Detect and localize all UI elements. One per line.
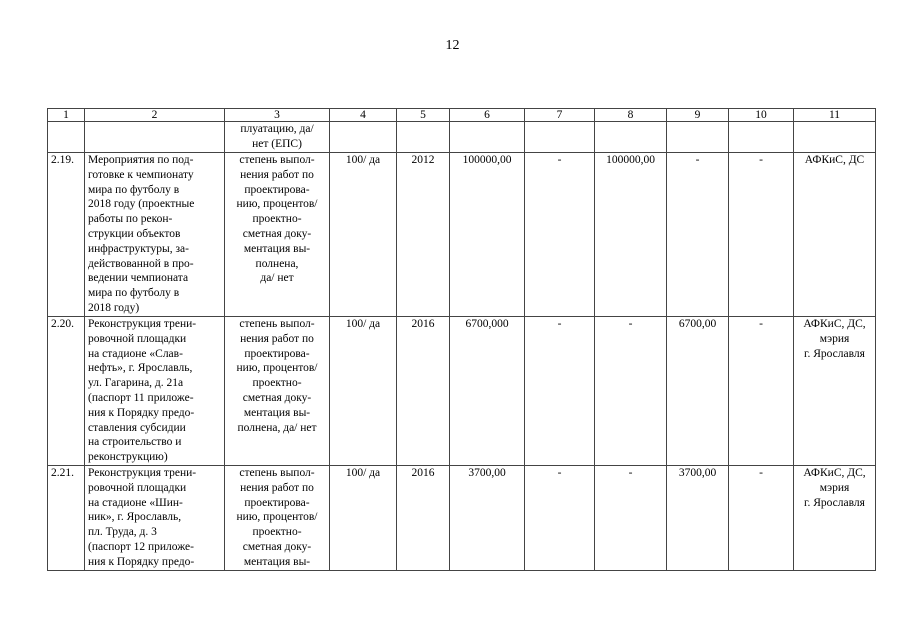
column-header: 4 <box>329 108 397 122</box>
program-table: 1 2 3 4 5 6 7 8 9 10 11 плуатацию, да/ нет (ЕПС) 2.1… <box>47 108 876 571</box>
table-cell <box>594 121 667 153</box>
table-row: 2.19. Мероприятия по под- готовке к чемпи… <box>47 152 876 317</box>
column-header: 2 <box>84 108 225 122</box>
table-cell <box>793 121 876 153</box>
table-cell <box>728 121 794 153</box>
table-cell: Реконструкция трени- ровочной площадки н… <box>84 316 225 466</box>
table-cell: 2016 <box>396 465 450 571</box>
table-row: 2.20. Реконструкция трени- ровочной площа… <box>47 316 876 466</box>
table-cell: - <box>524 465 595 571</box>
table-row: 2.21. Реконструкция трени- ровочной площа… <box>47 465 876 571</box>
table-cell <box>329 121 397 153</box>
table-cell: степень выпол- нения работ по проектиров… <box>224 316 330 466</box>
column-header: 1 <box>47 108 85 122</box>
table-cell: Мероприятия по под- готовке к чемпионату… <box>84 152 225 317</box>
table-cell: - <box>524 152 595 317</box>
table-cell: 6700,00 <box>666 316 729 466</box>
table-cell: 100000,00 <box>594 152 667 317</box>
header-row: 1 2 3 4 5 6 7 8 9 10 11 <box>47 108 876 122</box>
table-cell: 100/ да <box>329 152 397 317</box>
table-cell: степень выпол- нения работ по проектиров… <box>224 152 330 317</box>
table-cell: плуатацию, да/ нет (ЕПС) <box>224 121 330 153</box>
table-cell: АФКиС, ДС <box>793 152 876 317</box>
table-cell: - <box>524 316 595 466</box>
table-cell: 3700,00 <box>666 465 729 571</box>
table-cell: 2012 <box>396 152 450 317</box>
table-cell: 2.20. <box>47 316 85 466</box>
table-cell: степень выпол- нения работ по проектиров… <box>224 465 330 571</box>
table-cell <box>47 121 85 153</box>
table-cell: 100/ да <box>329 465 397 571</box>
table-cell <box>396 121 450 153</box>
column-header: 7 <box>524 108 595 122</box>
column-header: 5 <box>396 108 450 122</box>
column-header: 9 <box>666 108 729 122</box>
table-cell <box>84 121 225 153</box>
column-header: 8 <box>594 108 667 122</box>
table-row: плуатацию, да/ нет (ЕПС) <box>47 121 876 153</box>
page-number: 12 <box>445 38 460 53</box>
table-cell: - <box>594 316 667 466</box>
column-header: 11 <box>793 108 876 122</box>
table-cell <box>666 121 729 153</box>
table-cell <box>524 121 595 153</box>
table-cell: - <box>728 316 794 466</box>
table-cell: - <box>728 152 794 317</box>
table-cell: - <box>594 465 667 571</box>
table-cell: АФКиС, ДС, мэрия г. Ярославля <box>793 465 876 571</box>
table-cell: 100000,00 <box>449 152 525 317</box>
column-header: 3 <box>224 108 330 122</box>
table-cell: - <box>728 465 794 571</box>
table-cell: Реконструкция трени- ровочной площадки н… <box>84 465 225 571</box>
table-cell: 2.21. <box>47 465 85 571</box>
table-cell: 2016 <box>396 316 450 466</box>
table-cell: 3700,00 <box>449 465 525 571</box>
table-cell: - <box>666 152 729 317</box>
table-cell: 2.19. <box>47 152 85 317</box>
table-cell: АФКиС, ДС, мэрия г. Ярославля <box>793 316 876 466</box>
column-header: 10 <box>728 108 794 122</box>
table-cell: 6700,000 <box>449 316 525 466</box>
table-cell <box>449 121 525 153</box>
column-header: 6 <box>449 108 525 122</box>
table-cell: 100/ да <box>329 316 397 466</box>
